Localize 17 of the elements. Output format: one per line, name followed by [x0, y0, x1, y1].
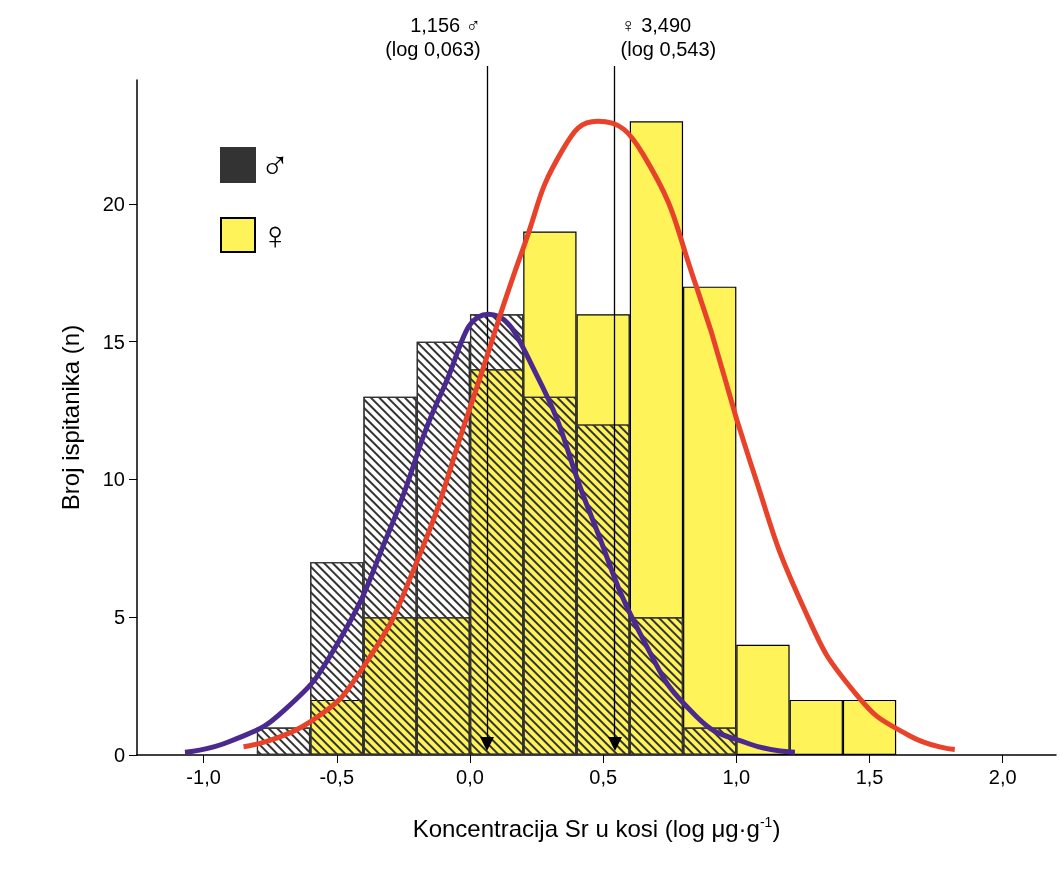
legend-label: ♂	[260, 143, 290, 187]
y-tick-label: 20	[102, 192, 125, 215]
y-axis-title: Broj ispitanika (n)	[56, 324, 84, 511]
y-tick-label: 10	[102, 468, 125, 491]
x-tick-label: 0,5	[589, 766, 618, 788]
y-tick-label: 15	[102, 330, 125, 353]
y-tick-label: 0	[113, 744, 125, 766]
x-tick-label: 2,0	[988, 766, 1017, 788]
y-tick-label: 5	[113, 606, 125, 629]
x-tick-label: -1,0	[186, 766, 221, 788]
legend-label: ♀	[260, 213, 290, 257]
x-tick-label: 1,0	[722, 766, 751, 788]
x-tick-label: -0,5	[319, 766, 355, 788]
x-tick-label: 0,0	[456, 766, 484, 788]
ref-line-label: 1,156 ♂ (log 0,063)	[385, 14, 481, 60]
x-tick-label: 1,5	[855, 766, 884, 788]
ref-line-label: ♀ 3,490 (log 0,543)	[620, 14, 717, 60]
